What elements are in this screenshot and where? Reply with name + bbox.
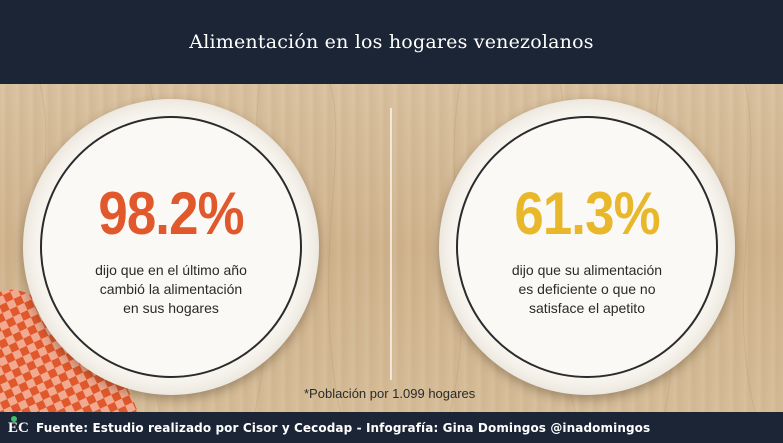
plate-stat-1: 98.2% dijo que en el último año cambió l… — [23, 99, 319, 395]
center-divider — [390, 108, 392, 380]
plate-rim — [456, 116, 718, 378]
page-title: Alimentación en los hogares venezolanos — [189, 31, 594, 53]
footer-bar: EC Fuente: Estudio realizado por Cisor y… — [0, 412, 783, 443]
logo-text: EC — [8, 419, 29, 436]
stat-value: 61.3% — [514, 180, 660, 247]
header-banner: Alimentación en los hogares venezolanos — [0, 0, 783, 84]
stat-value: 98.2% — [98, 180, 244, 247]
plate-stat-2: 61.3% dijo que su alimentación es defici… — [439, 99, 735, 395]
stat-description: dijo que en el último año cambió la alim… — [95, 262, 247, 316]
logo-dot — [11, 415, 17, 422]
plate-rim — [40, 116, 302, 378]
el-cooperante-logo: EC — [8, 415, 30, 438]
stat-description: dijo que su alimentación es deficiente o… — [511, 262, 663, 316]
population-note: *Población por 1.099 hogares — [304, 386, 476, 401]
source-credit: Fuente: Estudio realizado por Cisor y Ce… — [36, 420, 651, 435]
